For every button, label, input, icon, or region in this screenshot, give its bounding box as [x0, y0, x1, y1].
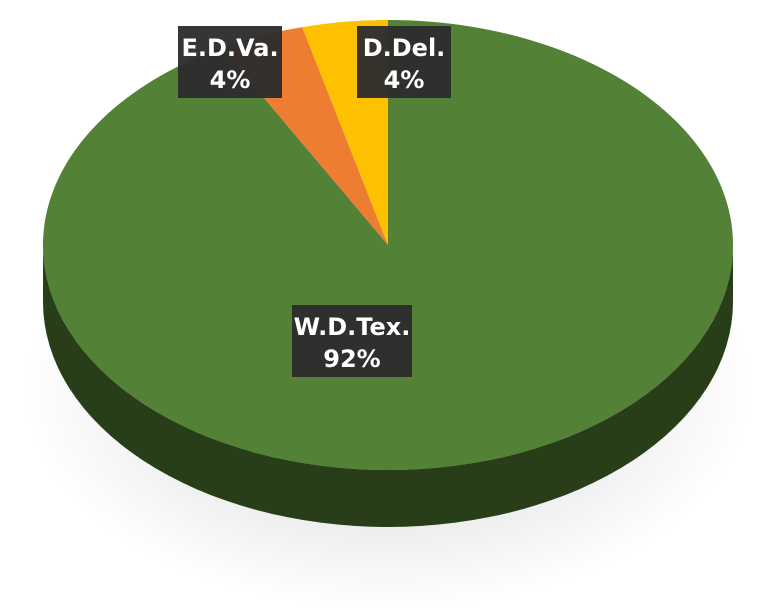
data-label-category: D.Del. [363, 34, 446, 62]
pie-labels-layer: W.D.Tex. 92% E.D.Va. 4% D.Del. 4% [178, 26, 451, 377]
data-label-category: W.D.Tex. [294, 313, 411, 341]
data-label-value: 92% [323, 345, 380, 373]
pie-side-layer [43, 245, 733, 527]
data-label-value: 4% [210, 66, 251, 94]
data-label-background [178, 26, 282, 98]
data-label-w-d-tex: W.D.Tex. 92% [292, 305, 412, 377]
data-label-background [357, 26, 451, 98]
data-label-background [292, 305, 412, 377]
pie-slice-side-w-d-tex [43, 245, 733, 527]
data-label-value: 4% [384, 66, 425, 94]
data-label-e-d-va: E.D.Va. 4% [178, 26, 282, 98]
data-label-category: E.D.Va. [181, 34, 278, 62]
pie-slice-w-d-tex [43, 20, 734, 470]
data-label-d-del: D.Del. 4% [357, 26, 451, 98]
